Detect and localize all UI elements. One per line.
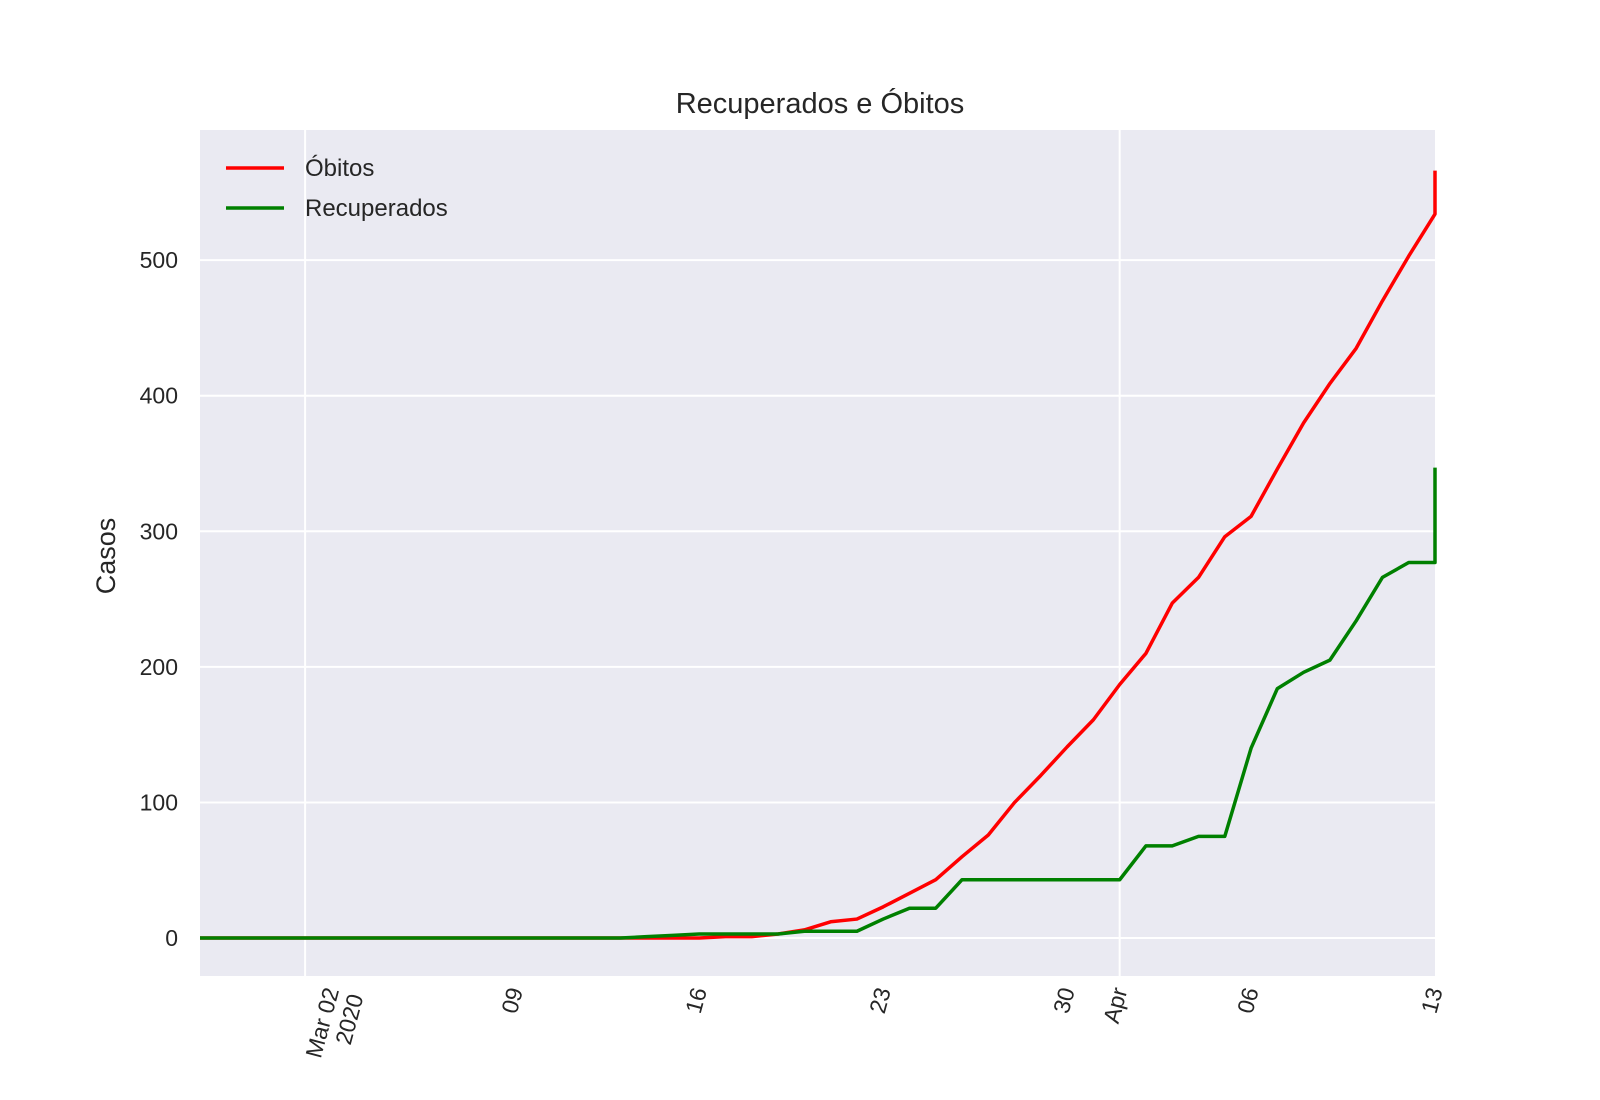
y-tick-label: 300: [140, 518, 178, 544]
x-tick: 13: [1416, 985, 1448, 1016]
x-tick: 30: [1048, 985, 1080, 1016]
x-tick-label: 23: [864, 985, 896, 1016]
x-tick-label: 30: [1048, 985, 1080, 1016]
grid: [200, 130, 1435, 976]
y-tick-label: 0: [165, 925, 178, 951]
plot-area: [200, 130, 1435, 976]
x-tick: 16: [680, 985, 712, 1016]
legend-label-recuperados: Recuperados: [305, 195, 448, 222]
x-tick: 06: [1232, 985, 1264, 1016]
y-tick-label: 500: [140, 247, 178, 273]
x-tick-label: 06: [1232, 985, 1264, 1016]
x-tick-label: 16: [680, 985, 712, 1016]
x-tick-label: Apr: [1098, 984, 1132, 1026]
series-line-recuperados: [200, 467, 1437, 940]
x-tick: Apr: [1098, 984, 1132, 1026]
y-tick-label: 100: [140, 789, 178, 815]
x-tick-label: 09: [496, 985, 528, 1016]
y-tick-label: 200: [140, 654, 178, 680]
x-tick: 23: [864, 985, 896, 1016]
legend: Óbitos Recuperados: [226, 155, 448, 222]
x-tick: 09: [496, 985, 528, 1016]
legend-label-obitos: Óbitos: [305, 155, 374, 182]
y-tick-labels: 0 100 200 300 400 500: [140, 247, 178, 951]
y-axis-label: Casos: [91, 518, 121, 595]
y-tick-label: 400: [140, 383, 178, 409]
chart-title: Recuperados e Óbitos: [676, 87, 965, 120]
series-lines: [200, 170, 1437, 940]
x-tick-label: 13: [1416, 985, 1448, 1016]
